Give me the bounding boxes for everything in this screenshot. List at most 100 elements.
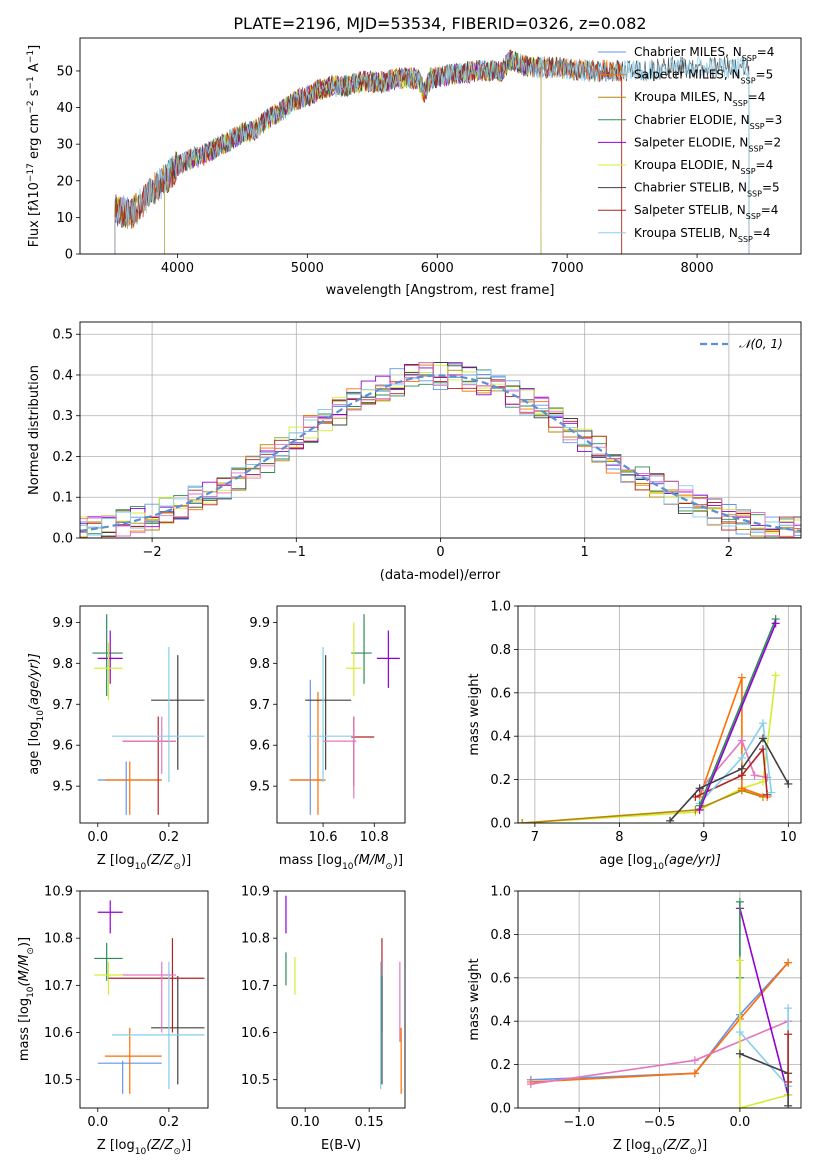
- y-tick-label: 0.6: [490, 686, 511, 701]
- legend-label: Kroupa STELIB, NSSP=4: [634, 226, 771, 244]
- y-tick-label: 9.8: [52, 657, 73, 672]
- y-tick-label: 10.6: [44, 1026, 73, 1041]
- axes-frame: [276, 890, 406, 1109]
- y-tick-label: 9.7: [249, 698, 270, 713]
- x-axis-label: age [log10(age/yr)]: [599, 853, 721, 872]
- x-axis-label-tail: (Z/Z: [146, 1138, 174, 1153]
- axes-frame: [79, 37, 802, 255]
- y-axis-label: age [log10(age/yr)]: [27, 653, 46, 775]
- y-tick-label: 9.9: [52, 616, 73, 631]
- legend-label-eq: =: [748, 90, 758, 104]
- y-tick-label: 0.2: [52, 450, 73, 465]
- legend-label-text: Kroupa STELIB, N: [634, 226, 738, 240]
- legend-label-n: 4: [766, 158, 774, 172]
- plot-area: [289, 614, 400, 815]
- legend-label-eq: =: [756, 68, 766, 82]
- legend-label-eq: =: [756, 158, 766, 172]
- y-tick-label: 10.7: [241, 979, 270, 994]
- x-axis-label-sun: ⊙: [385, 862, 393, 872]
- mass-vs-metallicity-panel: 0.0 0.210.510.610.710.810.9Z [log10(Z/Z⊙)…: [17, 885, 209, 1157]
- axes-frame: [79, 605, 209, 824]
- legend-label-n: 4: [771, 203, 779, 217]
- figure-title: PLATE=2196, MJD=53534, FIBERID=0326, z=0…: [233, 14, 646, 33]
- mass-weight-chabrier-stelib-line: [739, 1053, 789, 1106]
- mass-vs-ebv-panel: 0.10 0.15 10.5 10.6 10.7 10.8 10.9 E(B-V): [241, 885, 406, 1153]
- y-axis-label-lambda: λ: [27, 199, 42, 208]
- x-tick-label: 5000: [291, 261, 324, 276]
- legend-label-n: 4: [758, 90, 766, 104]
- y-tick-label: 0.2: [490, 773, 511, 788]
- x-axis-label-sub: 10: [342, 862, 354, 872]
- mass-weight-salpeter-miles-line: [530, 962, 789, 1083]
- y-axis-label-unit3: A: [27, 63, 42, 76]
- y-tick-label: 0: [65, 248, 73, 263]
- plot-area: [518, 615, 793, 823]
- x-axis-label: wavelength [Angstrom, rest frame]: [326, 283, 555, 298]
- y-axis-label-exp3: −1: [26, 76, 36, 89]
- x-axis-label: Z [log10(Z/Z⊙)]: [97, 853, 191, 872]
- legend-label-text: Chabrier ELODIE, N: [634, 113, 750, 127]
- y-tick-label: 0.4: [490, 730, 511, 745]
- mass-weight-kroupa-stelib-line: [739, 1008, 789, 1089]
- y-axis-label-text: Flux [f: [27, 206, 42, 247]
- age-vs-mass-panel: 10.6 10.8 9.5 9.6 9.7 9.8 9.9 mass [log10(M/M⊙)…: [249, 605, 406, 872]
- y-axis-label-close: )]: [17, 937, 32, 947]
- y-tick-label: 10.8: [44, 932, 73, 947]
- legend-label: Kroupa ELODIE, NSSP=4: [634, 158, 773, 176]
- y-tick-label: 0.1: [52, 491, 73, 506]
- x-tick-label: 9: [700, 830, 708, 845]
- y-tick-label: 0.4: [490, 1015, 511, 1030]
- legend-label: Salpeter STELIB, NSSP=4: [634, 203, 778, 221]
- plot-area: [92, 614, 205, 815]
- y-tick-label: 1.0: [490, 600, 511, 615]
- x-axis-label: Z [log10(Z/Z⊙)]: [613, 1138, 707, 1157]
- legend-label-sub: SSP: [742, 54, 757, 63]
- y-tick-label: 40: [56, 101, 73, 116]
- axes-frame: [517, 890, 802, 1109]
- y-axis-label-exp4: −1: [26, 50, 36, 63]
- y-tick-label: 0.8: [490, 643, 511, 658]
- mass-weight-salpeter-elodie-line: [698, 623, 777, 811]
- spectrum-panel: 4000 5000 6000 7000 8000 0 10 20 30 40 50 Chabrier …: [26, 37, 802, 298]
- plot-area: [80, 362, 801, 538]
- x-tick-label: 0.0: [87, 830, 108, 845]
- y-tick-label: 9.7: [52, 698, 73, 713]
- legend-label-eq: =: [757, 45, 767, 59]
- x-axis-label-text: age [log: [599, 853, 652, 868]
- x-axis-label-tail: (M/M: [354, 853, 386, 868]
- x-axis-label-tail: (Z/Z: [146, 853, 174, 868]
- plot-area: [114, 49, 750, 254]
- legend-label-sub: SSP: [741, 76, 756, 85]
- x-axis-label: E(B-V): [321, 1138, 361, 1153]
- y-tick-label: 0.6: [490, 971, 511, 986]
- residuals-panel: −2 −1 0 1 2 0.0 0.1 0.2 0.3 0.4 0.5 𝒩(0, 1) (data-mo…: [27, 321, 802, 583]
- y-axis-label-unit2: s: [27, 89, 42, 100]
- y-axis-label-sub: 10: [36, 710, 46, 722]
- axes-frame: [517, 605, 802, 824]
- legend-label-text: Chabrier MILES, N: [634, 45, 742, 59]
- y-tick-label: 0.5: [52, 328, 73, 343]
- y-tick-label: 9.9: [249, 616, 270, 631]
- legend-label-n: 3: [775, 113, 783, 127]
- x-tick-label: −1: [287, 545, 306, 560]
- x-axis-label: (data-model)/error: [380, 568, 501, 583]
- y-axis-label-unit: erg cm: [27, 114, 42, 163]
- legend-label: Chabrier STELIB, NSSP=5: [634, 181, 780, 199]
- legend-label: Kroupa MILES, NSSP=4: [634, 90, 765, 108]
- x-tick-label: 6000: [421, 261, 454, 276]
- x-tick-label: 1: [581, 545, 589, 560]
- x-tick-label: 0: [436, 545, 444, 560]
- axes-frame: [276, 605, 406, 824]
- y-axis-label-tail: (age/yr)]: [27, 653, 42, 710]
- spectrum-line-kroupa-stelib: [114, 52, 750, 254]
- x-axis-label-sub: 10: [135, 862, 147, 872]
- x-tick-label: 0.2: [159, 830, 180, 845]
- x-tick-label: 10.8: [360, 830, 389, 845]
- x-tick-label: −1.0: [563, 1115, 595, 1130]
- y-axis-label-exp: −17: [26, 163, 36, 182]
- legend-label-text: Salpeter ELODIE, N: [634, 135, 748, 149]
- x-tick-label: 8: [615, 830, 623, 845]
- y-axis-label: mass weight: [467, 958, 482, 1040]
- legend-label-text: Kroupa MILES, N: [634, 90, 733, 104]
